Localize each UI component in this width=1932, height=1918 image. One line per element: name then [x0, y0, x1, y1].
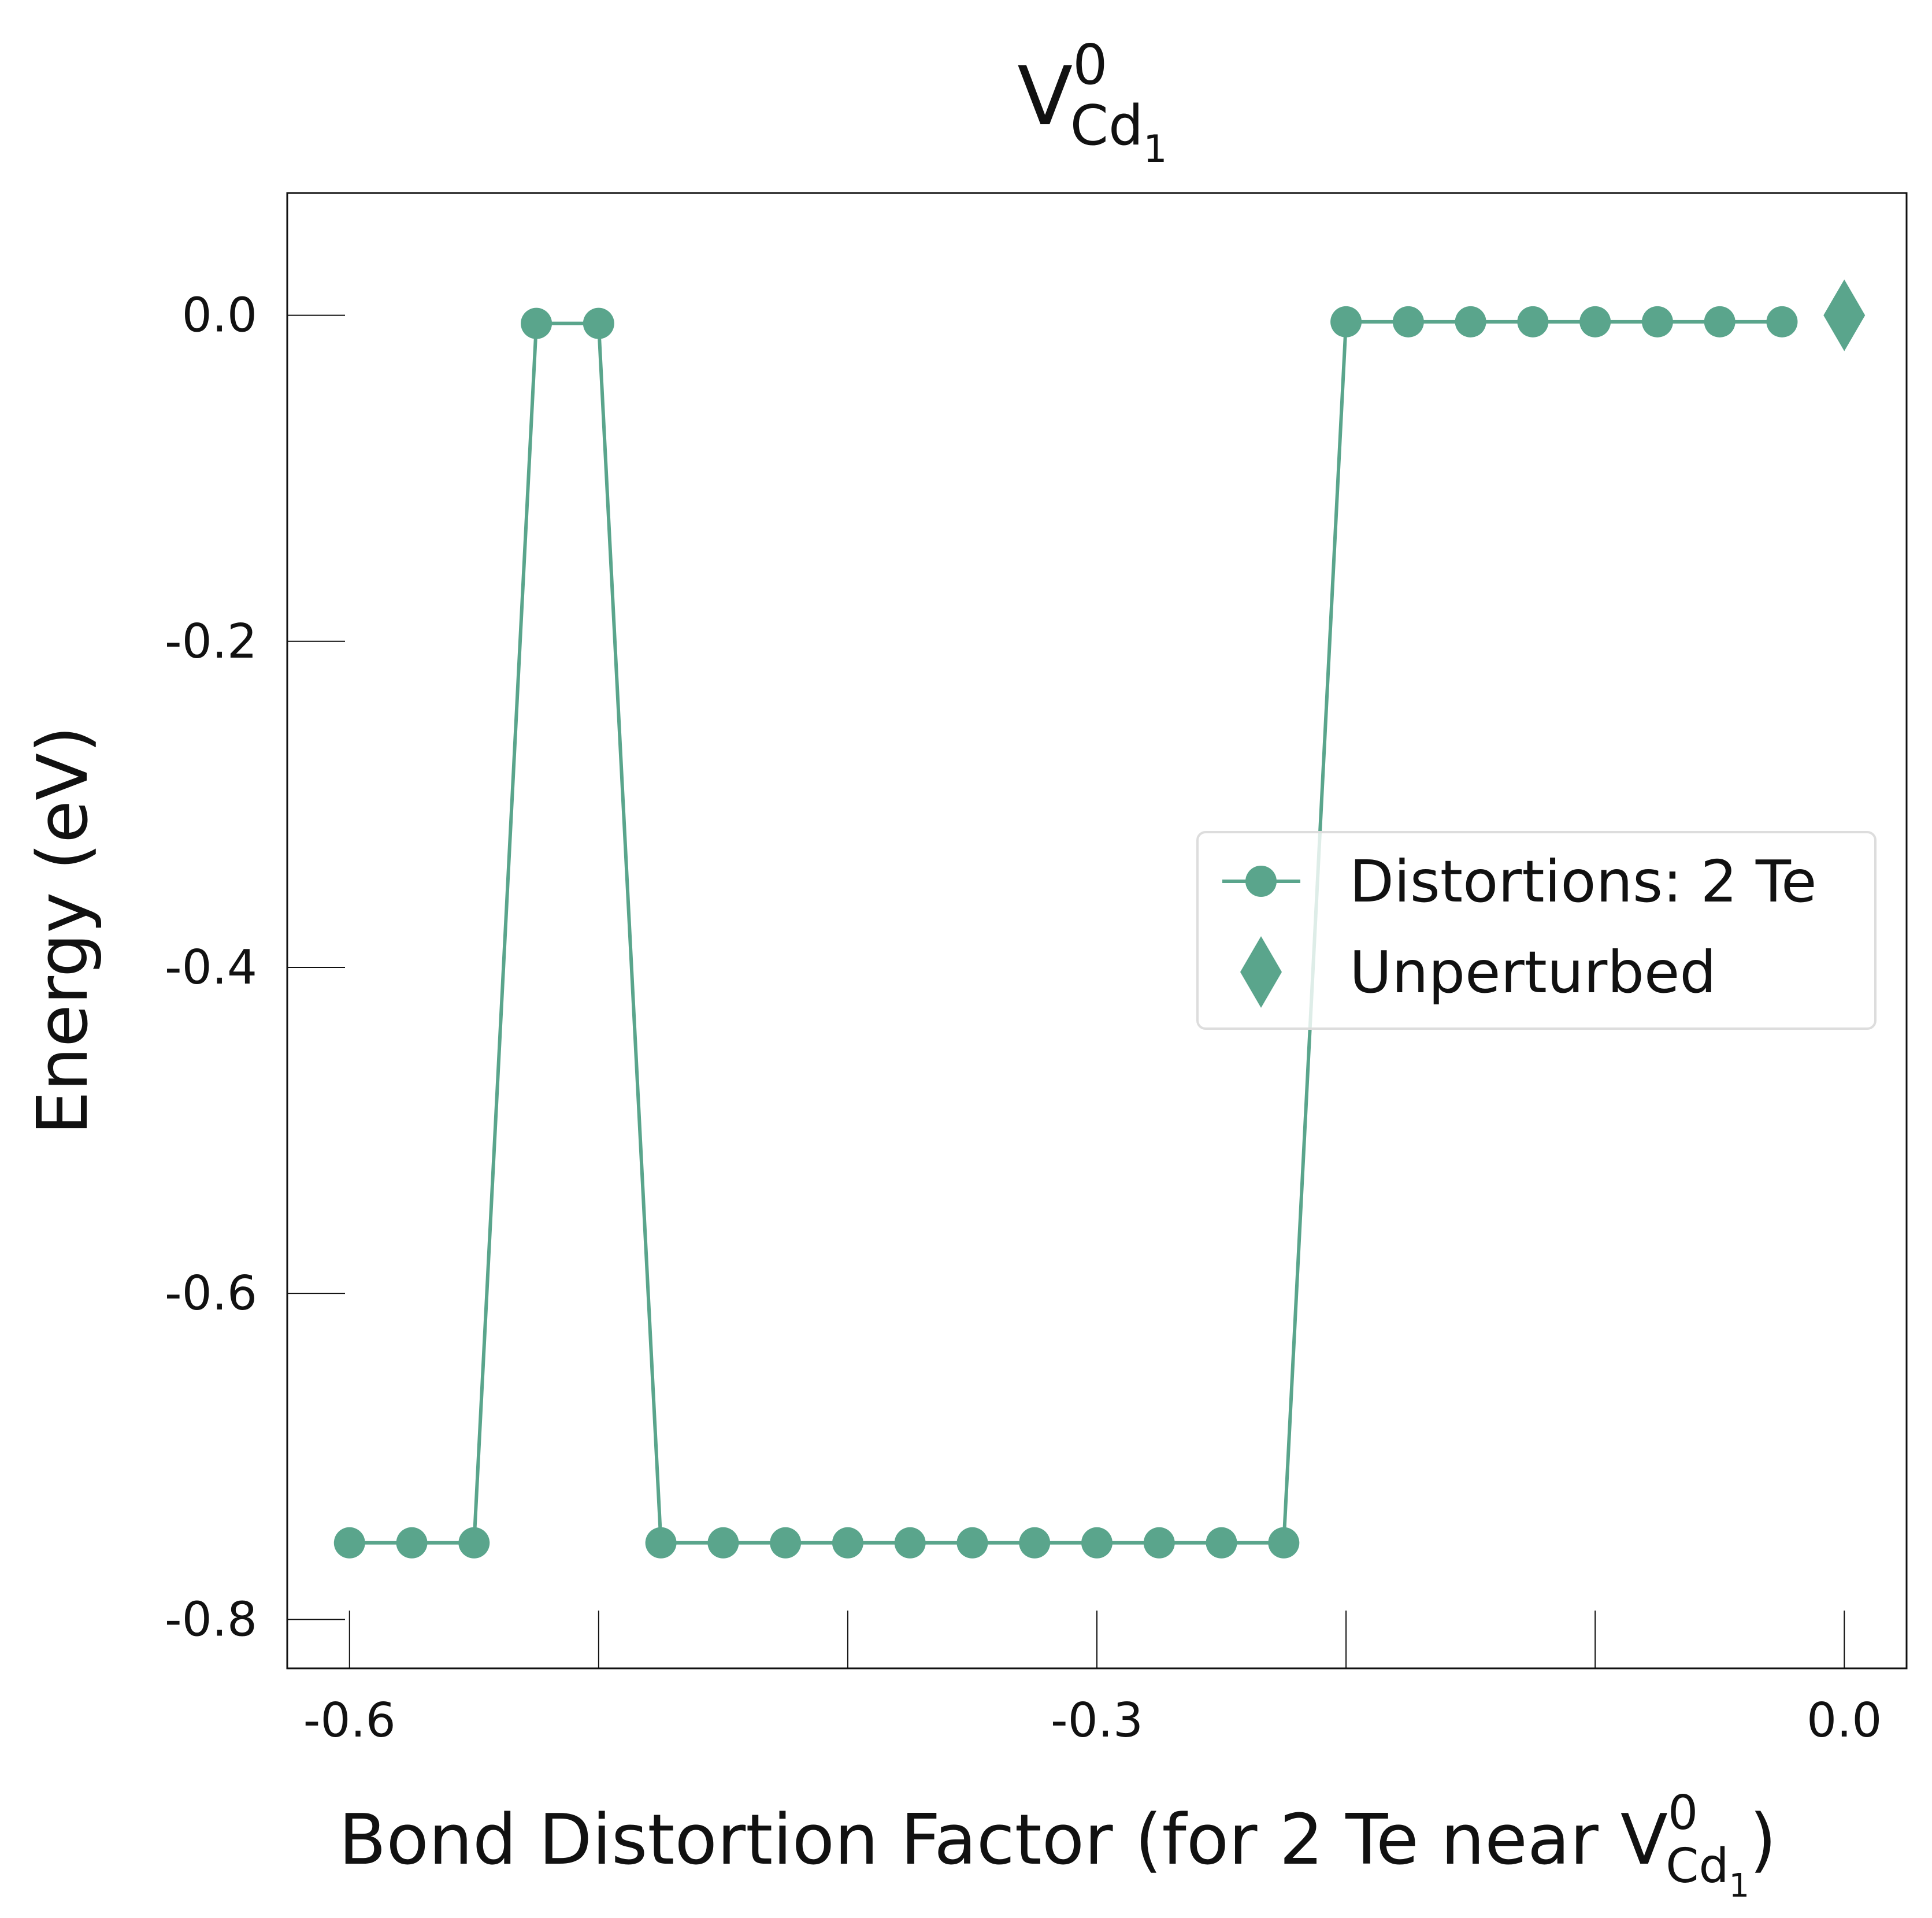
data-point [832, 1527, 863, 1559]
data-point [521, 307, 552, 339]
legend-label-distortions: Distortions: 2 Te [1349, 848, 1817, 915]
series-layer [333, 279, 1866, 1559]
x-tick-label: -0.3 [1051, 1693, 1143, 1748]
data-point [1143, 1527, 1175, 1559]
y-tick-label: -0.8 [165, 1592, 257, 1647]
data-point [396, 1527, 428, 1559]
legend-diamond-marker [1240, 936, 1282, 1008]
data-point [956, 1527, 988, 1559]
data-point [707, 1527, 739, 1559]
data-point [1330, 306, 1362, 337]
x-tick-label: -0.6 [303, 1693, 396, 1748]
data-point [458, 1527, 490, 1559]
data-point [894, 1527, 926, 1559]
data-point [1641, 306, 1673, 337]
x-label-subsubscript: 1 [1729, 1867, 1750, 1905]
y-axis: 0.0 -0.2 -0.4 -0.6 -0.8 [165, 288, 345, 1647]
y-axis-label: Energy (eV) [23, 726, 103, 1135]
y-tick-label: -0.4 [165, 940, 257, 995]
data-point [1704, 306, 1736, 337]
x-tick-label: 0.0 [1807, 1693, 1882, 1748]
title-main: V [1017, 50, 1073, 144]
data-point [1392, 306, 1424, 337]
data-point [583, 307, 614, 339]
data-point [1517, 306, 1549, 337]
legend: Distortions: 2 Te Unperturbed [1196, 831, 1877, 1030]
y-tick-label: 0.0 [182, 288, 257, 343]
legend-box [1196, 831, 1877, 1030]
data-point [333, 1527, 365, 1559]
data-point [1206, 1527, 1237, 1559]
data-point [1455, 306, 1486, 337]
x-label-close: ) [1749, 1800, 1777, 1880]
legend-label-unperturbed: Unperturbed [1349, 938, 1716, 1006]
data-point [1268, 1527, 1300, 1559]
y-tick-label: -0.6 [165, 1266, 257, 1321]
title-subsubscript: 1 [1143, 128, 1167, 171]
data-point [1019, 1527, 1051, 1559]
data-point [770, 1527, 802, 1559]
chart-title: V0 Cd1 [1017, 34, 1167, 171]
data-point [645, 1527, 677, 1559]
x-axis-label: Bond Distortion Factor (for 2 Te near V0… [339, 1786, 1777, 1905]
x-axis: -0.6 -0.3 0.0 [303, 1611, 1882, 1748]
y-tick-label: -0.2 [165, 614, 257, 669]
title-superscript: 0 [1073, 34, 1107, 97]
x-label-main: Bond Distortion Factor (for 2 Te near V [339, 1800, 1668, 1880]
data-point [1579, 306, 1611, 337]
legend-circle-marker [1245, 866, 1277, 897]
title-subscript: Cd [1070, 94, 1144, 158]
data-point [1081, 1527, 1113, 1559]
x-label-subscript: Cd [1666, 1839, 1729, 1894]
data-point [1766, 306, 1798, 337]
unperturbed-point [1823, 279, 1866, 351]
x-label-superscript: 0 [1668, 1786, 1698, 1841]
